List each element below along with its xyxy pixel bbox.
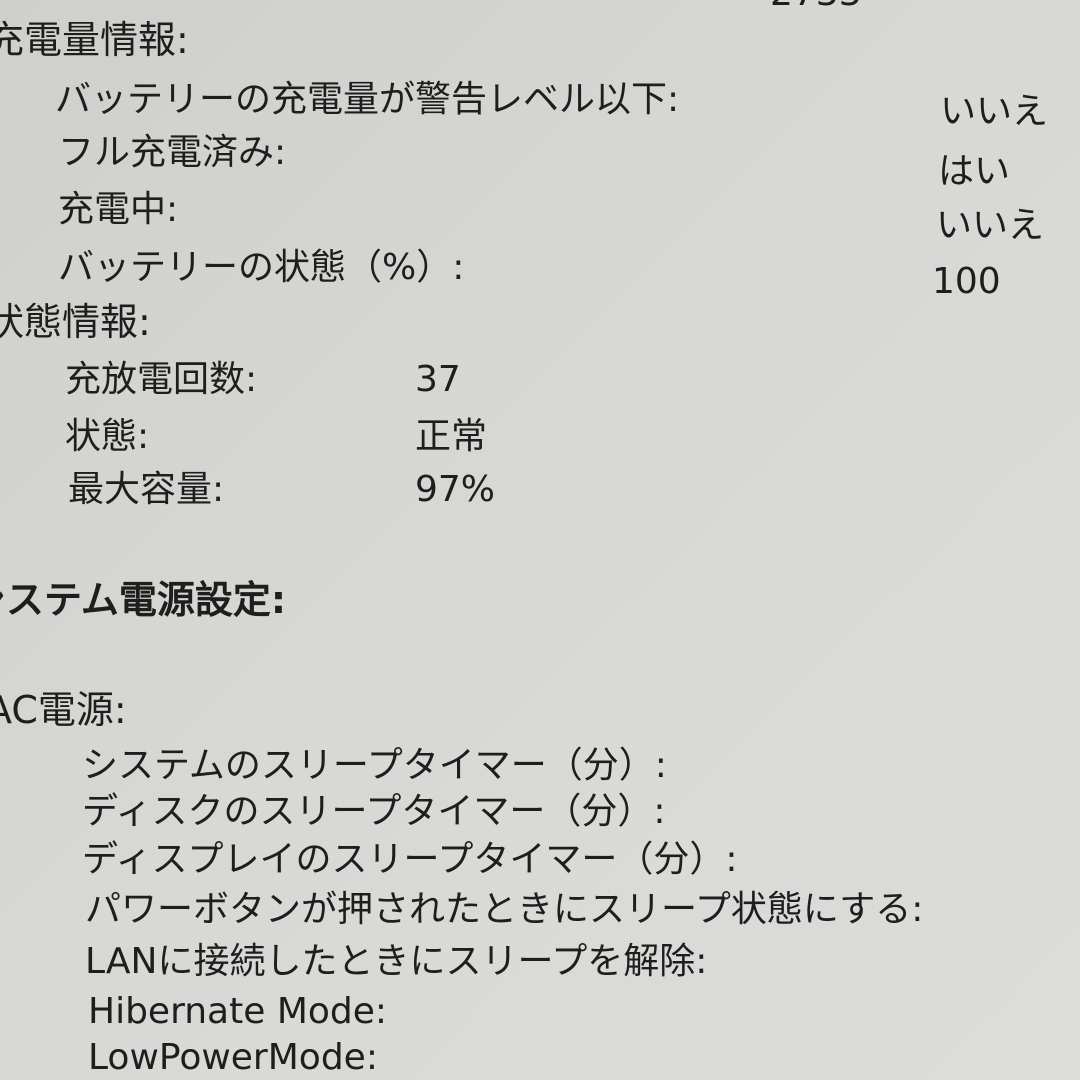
wake-on-lan-label: LANに接続したときにスリープを解除: xyxy=(85,941,708,982)
low-battery-label: バッテリーの充電量が警告レベル以下: xyxy=(55,79,680,120)
condition-label: 状態: xyxy=(65,416,150,457)
power-button-sleep-label: パワーボタンが押されたときにスリープ状態にする: xyxy=(85,889,924,930)
battery-state-label: バッテリーの状態（%）: xyxy=(58,247,465,288)
cycle-count-label: 充放電回数: xyxy=(65,359,258,400)
fully-charged-value: はい xyxy=(938,151,1011,192)
disk-sleep-label: ディスクのスリープタイマー（分）: xyxy=(82,791,666,832)
ac-power-heading: AC電源: xyxy=(0,688,127,732)
top-value: 2733 xyxy=(770,0,862,14)
max-capacity-value: 97% xyxy=(415,469,496,510)
hibernate-mode-label: Hibernate Mode: xyxy=(88,991,388,1032)
cycle-count-value: 37 xyxy=(415,359,461,400)
low-power-mode-label: LowPowerMode: xyxy=(88,1037,378,1078)
charge-info-heading: 充電量情報: xyxy=(0,18,189,62)
fully-charged-label: フル充電済み: xyxy=(58,132,287,173)
low-battery-value: いいえ xyxy=(940,91,1049,132)
power-settings-heading: システム電源設定: xyxy=(0,578,287,622)
charging-label: 充電中: xyxy=(58,189,179,230)
display-sleep-label: ディスプレイのスリープタイマー（分）: xyxy=(82,839,738,880)
charging-value: いいえ xyxy=(936,205,1045,246)
health-info-heading: 状態情報: xyxy=(0,300,151,344)
battery-state-value: 100 xyxy=(932,261,1001,302)
system-sleep-label: システムのスリープタイマー（分）: xyxy=(82,745,667,786)
condition-value: 正常 xyxy=(415,416,488,457)
max-capacity-label: 最大容量: xyxy=(68,469,225,510)
